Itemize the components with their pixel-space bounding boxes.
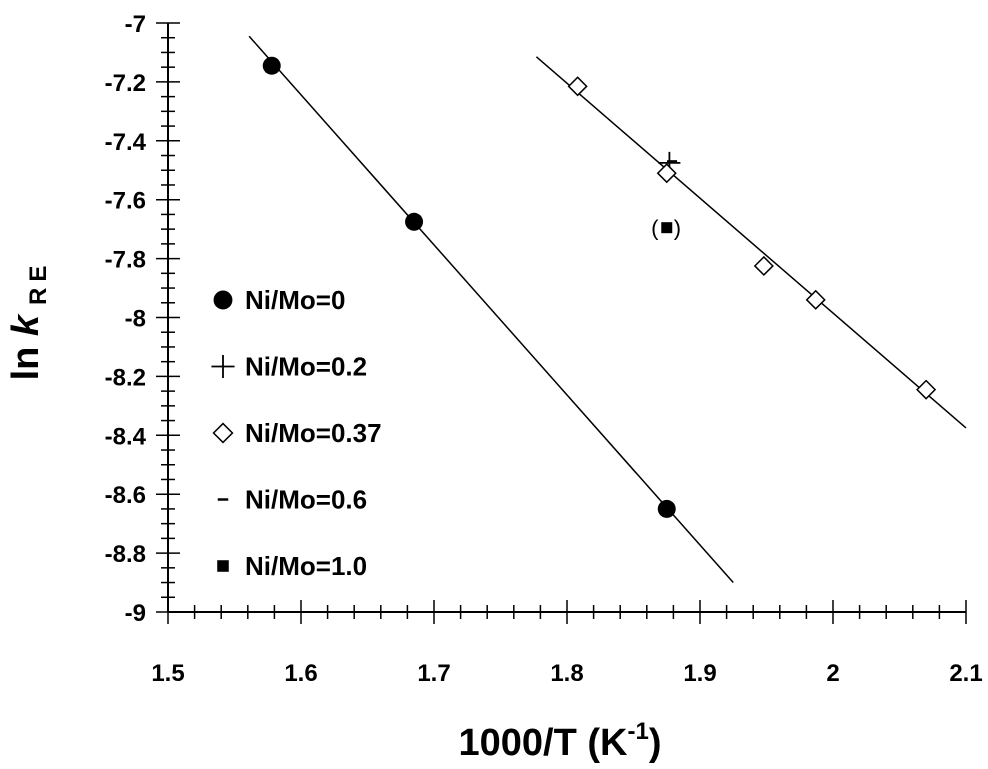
x-tick-label: 1.7	[417, 660, 450, 687]
data-point	[656, 163, 677, 184]
legend-label: Ni/Mo=0.6	[245, 485, 367, 515]
legend-label: Ni/Mo=0.37	[245, 418, 382, 448]
y-axis-title: ln kRE	[5, 260, 52, 381]
legend-marker	[211, 354, 235, 379]
data-point	[657, 499, 676, 518]
annotation-paren: (	[651, 216, 659, 241]
legend-marker	[217, 560, 229, 572]
data-point	[805, 289, 826, 310]
x-tick-label: 1.8	[550, 660, 583, 687]
y-tick-label: -8.8	[105, 541, 146, 568]
y-tick-label: -8.4	[105, 423, 147, 450]
fit-line	[248, 35, 734, 584]
data-point	[405, 212, 424, 231]
annotations: ()	[651, 216, 681, 241]
data-points	[262, 56, 937, 518]
data-point	[661, 222, 673, 234]
y-tick-label: -7.4	[105, 129, 147, 156]
axes: 1.5 1.6 1.7 1.8 1.9 2 2.1 -7 -7.2 -7.4 -7.6 -7.8 -8 -…	[105, 11, 983, 687]
x-tick-label: 1.5	[151, 660, 184, 687]
data-point	[753, 255, 774, 277]
annotation-paren: )	[674, 216, 681, 241]
data-point	[567, 76, 588, 97]
y-tick-label: -7.8	[105, 247, 146, 274]
fit-line	[535, 56, 967, 429]
legend-marker	[213, 290, 233, 310]
y-tick-label: -7	[125, 11, 146, 38]
x-tick-label: 2.1	[949, 660, 982, 687]
x-tick-label: 1.9	[683, 660, 716, 687]
y-tick-label: -7.2	[105, 70, 146, 97]
legend-label: Ni/Mo=0	[245, 285, 345, 315]
fit-lines	[248, 35, 967, 584]
x-tick-label: 2	[826, 660, 839, 687]
legend: Ni/Mo=0 Ni/Mo=0.2 Ni/Mo=0.37 Ni/Mo=0.6 Ni/Mo…	[211, 285, 382, 581]
data-point	[916, 379, 937, 400]
x-axis-title: 1000/T (K-1)	[459, 718, 662, 764]
legend-label: Ni/Mo=1.0	[245, 551, 367, 581]
legend-label: Ni/Mo=0.2	[245, 352, 367, 382]
y-tick-label: -7.6	[105, 188, 146, 215]
y-tick-label: -8.2	[105, 364, 146, 391]
x-tick-label: 1.6	[284, 660, 317, 687]
data-point	[262, 56, 281, 75]
y-tick-label: -9	[125, 600, 146, 627]
legend-marker	[212, 422, 234, 444]
y-tick-label: -8.6	[105, 482, 146, 509]
y-tick-label: -8	[125, 306, 146, 333]
